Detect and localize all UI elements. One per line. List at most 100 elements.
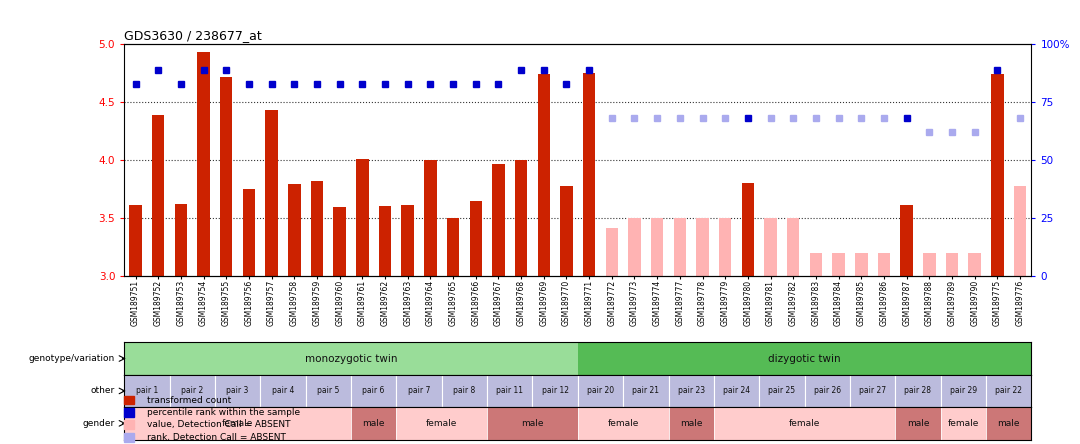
Bar xyxy=(334,207,346,276)
Text: value, Detection Call = ABSENT: value, Detection Call = ABSENT xyxy=(147,420,291,429)
Text: pair 1: pair 1 xyxy=(136,386,158,396)
Bar xyxy=(351,407,396,440)
Bar xyxy=(765,218,777,276)
Bar xyxy=(969,253,981,276)
Text: pair 11: pair 11 xyxy=(496,386,523,396)
Text: pair 3: pair 3 xyxy=(227,386,248,396)
Bar xyxy=(124,342,578,375)
Bar xyxy=(1014,186,1026,276)
Bar xyxy=(470,201,482,276)
Bar xyxy=(288,184,300,276)
Bar xyxy=(583,73,595,276)
Bar xyxy=(396,407,487,440)
Bar xyxy=(901,205,913,276)
Bar xyxy=(941,375,986,407)
Bar xyxy=(356,159,368,276)
Text: female: female xyxy=(426,419,458,428)
Bar xyxy=(805,375,850,407)
Bar xyxy=(674,218,686,276)
Text: pair 28: pair 28 xyxy=(904,386,931,396)
Text: pair 5: pair 5 xyxy=(318,386,339,396)
Bar xyxy=(266,110,278,276)
Bar xyxy=(578,375,623,407)
Bar xyxy=(742,183,754,276)
Text: pair 12: pair 12 xyxy=(541,386,568,396)
Text: monozygotic twin: monozygotic twin xyxy=(305,353,397,364)
Bar xyxy=(714,375,759,407)
Bar xyxy=(215,375,260,407)
Bar xyxy=(442,375,487,407)
Text: pair 23: pair 23 xyxy=(677,386,705,396)
Bar xyxy=(487,407,578,440)
Bar xyxy=(260,375,306,407)
Text: pair 8: pair 8 xyxy=(454,386,475,396)
Text: pair 4: pair 4 xyxy=(272,386,294,396)
Bar xyxy=(130,205,141,276)
Text: rank, Detection Call = ABSENT: rank, Detection Call = ABSENT xyxy=(147,433,286,442)
Bar xyxy=(243,189,255,276)
Bar xyxy=(941,407,986,440)
Bar xyxy=(578,342,1031,375)
Bar xyxy=(878,253,890,276)
Text: percentile rank within the sample: percentile rank within the sample xyxy=(147,408,300,417)
Text: female: female xyxy=(947,419,980,428)
Bar xyxy=(759,375,805,407)
Bar xyxy=(986,375,1031,407)
Bar xyxy=(124,375,170,407)
Bar xyxy=(175,204,187,276)
Text: pair 21: pair 21 xyxy=(632,386,659,396)
Bar xyxy=(487,375,532,407)
Bar xyxy=(396,375,442,407)
Bar xyxy=(986,407,1031,440)
Bar xyxy=(515,160,527,276)
Text: pair 27: pair 27 xyxy=(859,386,887,396)
Text: pair 7: pair 7 xyxy=(408,386,430,396)
Text: pair 26: pair 26 xyxy=(813,386,841,396)
Text: dizygotic twin: dizygotic twin xyxy=(768,353,841,364)
Bar xyxy=(810,253,822,276)
Text: pair 25: pair 25 xyxy=(768,386,796,396)
Bar xyxy=(697,218,708,276)
Bar xyxy=(606,228,618,276)
Bar xyxy=(170,375,215,407)
Bar xyxy=(991,75,1003,276)
Bar xyxy=(623,375,669,407)
Bar xyxy=(850,375,895,407)
Text: female: female xyxy=(221,419,254,428)
Text: pair 24: pair 24 xyxy=(723,386,751,396)
Bar xyxy=(787,218,799,276)
Text: pair 2: pair 2 xyxy=(181,386,203,396)
Text: pair 20: pair 20 xyxy=(586,386,615,396)
Text: transformed count: transformed count xyxy=(147,396,231,404)
Text: genotype/variation: genotype/variation xyxy=(29,354,116,363)
Bar xyxy=(946,253,958,276)
Text: female: female xyxy=(788,419,821,428)
Bar xyxy=(152,115,164,276)
Text: other: other xyxy=(91,386,116,396)
Bar xyxy=(220,77,232,276)
Bar xyxy=(719,218,731,276)
Text: gender: gender xyxy=(83,419,116,428)
Bar xyxy=(424,160,436,276)
Text: GDS3630 / 238677_at: GDS3630 / 238677_at xyxy=(124,29,262,42)
Bar xyxy=(923,253,935,276)
Bar xyxy=(306,375,351,407)
Bar xyxy=(895,375,941,407)
Text: pair 22: pair 22 xyxy=(995,386,1022,396)
Bar xyxy=(714,407,895,440)
Text: male: male xyxy=(522,419,543,428)
Bar xyxy=(198,52,210,276)
Text: male: male xyxy=(680,419,702,428)
Bar xyxy=(629,218,640,276)
Bar xyxy=(538,75,550,276)
Text: male: male xyxy=(998,419,1020,428)
Bar xyxy=(651,218,663,276)
Bar xyxy=(578,407,669,440)
Bar xyxy=(379,206,391,276)
Text: female: female xyxy=(607,419,639,428)
Bar xyxy=(311,181,323,276)
Text: pair 29: pair 29 xyxy=(949,386,977,396)
Bar xyxy=(561,186,572,276)
Bar xyxy=(669,407,714,440)
Bar xyxy=(447,218,459,276)
